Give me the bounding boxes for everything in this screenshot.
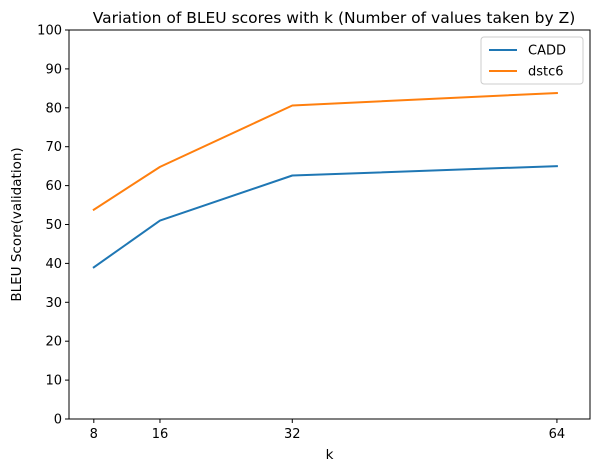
x-tick-label: 8 [90, 427, 98, 442]
y-tick-label: 80 [45, 101, 62, 116]
x-axis-label: k [326, 447, 334, 463]
x-tick-label: 16 [152, 427, 169, 442]
y-tick-label: 40 [45, 257, 62, 272]
y-tick-label: 100 [37, 24, 62, 39]
series-line-cadd [92, 165, 558, 269]
y-axis: 0 10 20 30 40 50 60 70 80 90 100 [37, 24, 69, 428]
legend-label: CADD [528, 44, 566, 59]
y-tick-label: 0 [54, 413, 62, 428]
legend-box [480, 36, 584, 85]
legend: CADD dstc6 [480, 36, 584, 85]
y-tick-label: 20 [45, 335, 62, 350]
x-tick-label: 64 [549, 427, 566, 442]
plot-area [68, 29, 591, 420]
y-tick-label: 10 [45, 374, 62, 389]
plot-frame [68, 29, 591, 420]
legend-label: dstc6 [528, 65, 564, 80]
y-tick-label: 50 [45, 218, 62, 233]
x-tick-label: 32 [284, 427, 301, 442]
y-tick-label: 90 [45, 62, 62, 77]
y-tick-label: 60 [45, 179, 62, 194]
y-tick-label: 70 [45, 140, 62, 155]
chart-title: Variation of BLEU scores with k (Number … [93, 9, 576, 27]
series-line-dstc6 [92, 91, 558, 212]
y-tick-label: 30 [45, 296, 62, 311]
series-lines [92, 91, 558, 269]
y-axis-label: BLEU Score(validation) [9, 147, 25, 301]
x-axis: 8 16 32 64 [90, 419, 566, 442]
